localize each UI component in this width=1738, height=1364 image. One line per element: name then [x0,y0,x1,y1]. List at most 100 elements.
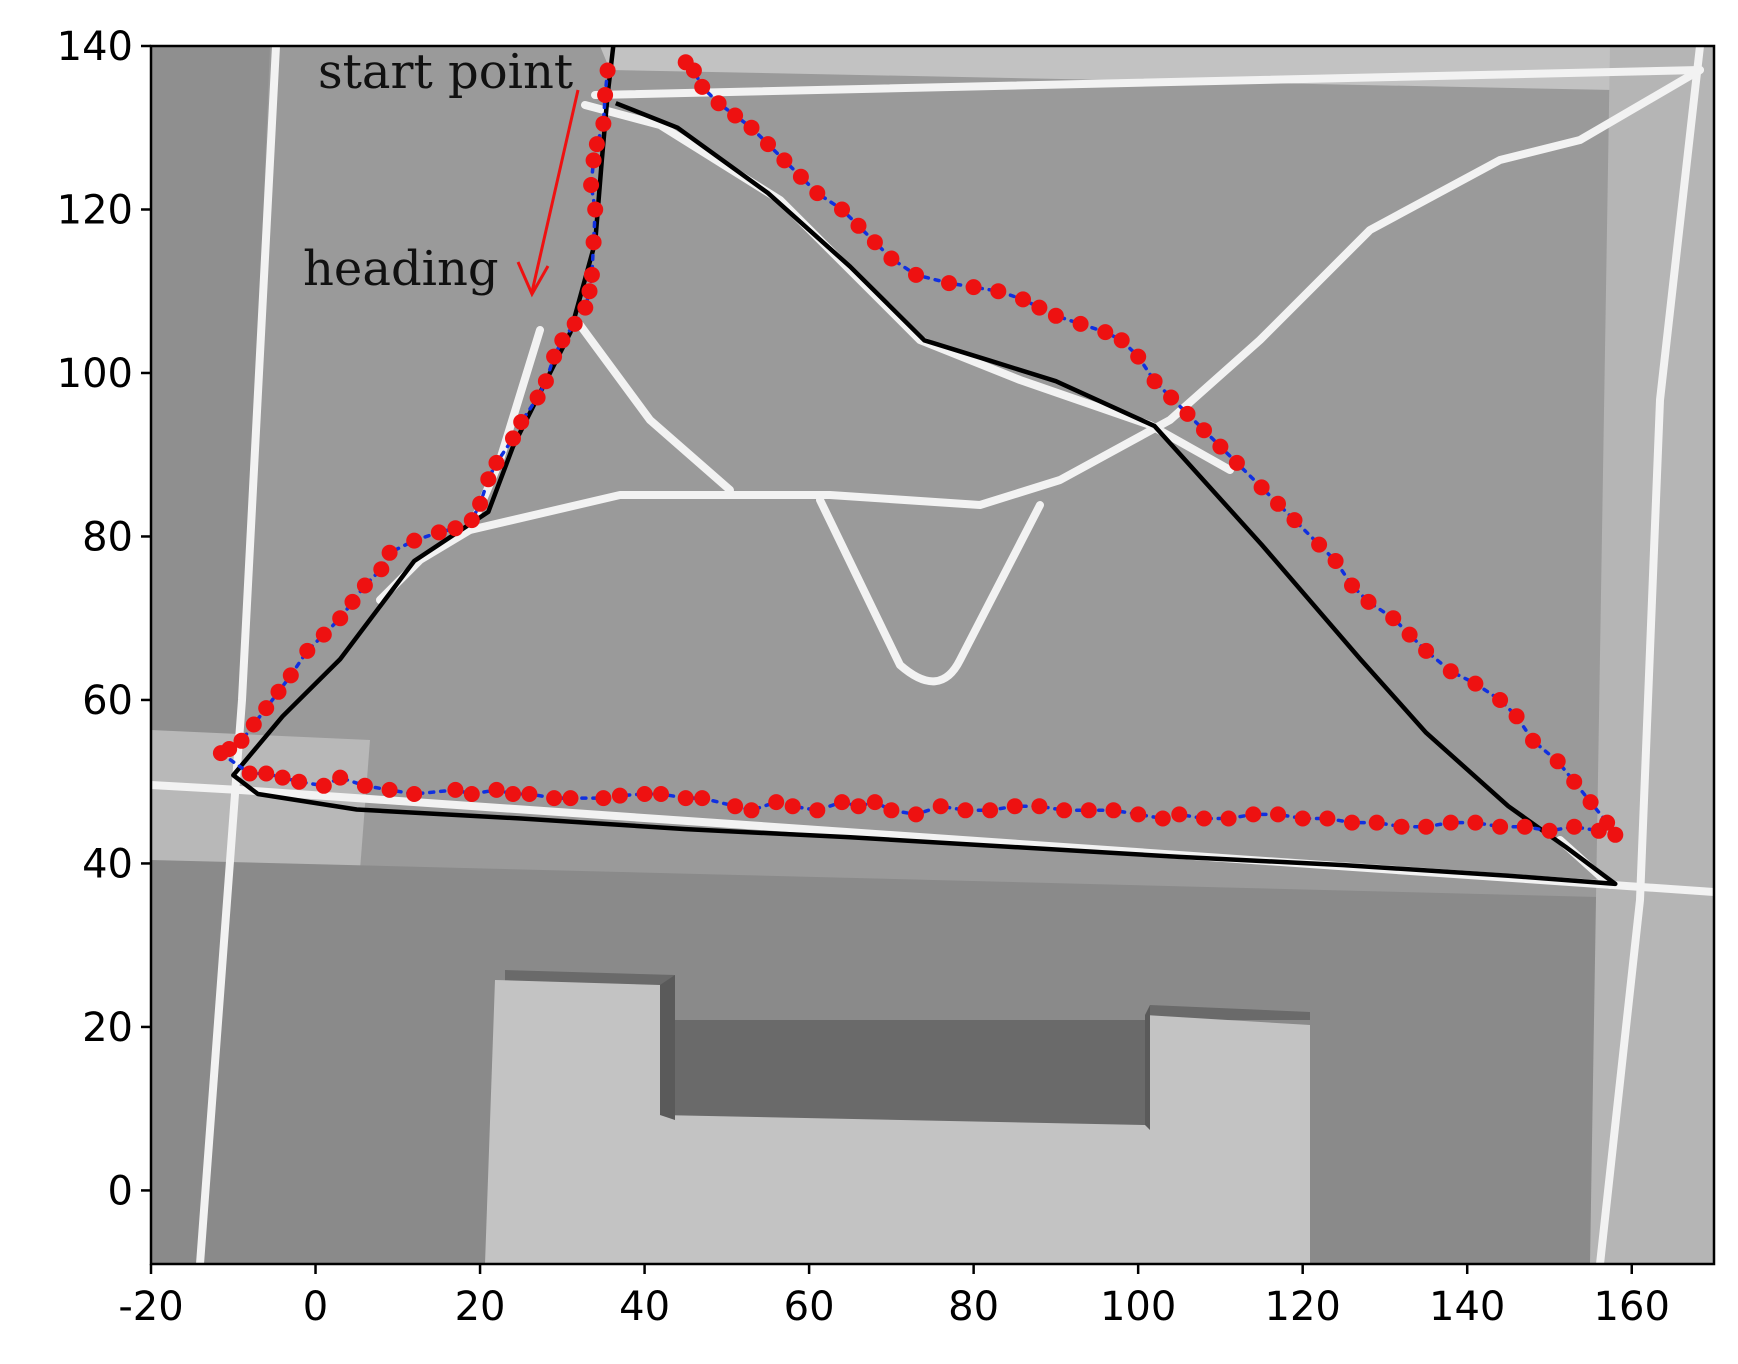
estimate-point [957,802,974,819]
estimate-point [883,802,900,819]
estimate-point [1056,802,1073,819]
y-tick-label: 20 [82,1005,133,1051]
map-background [151,46,1714,1264]
estimate-point [784,798,801,815]
annotations: start point heading [303,44,580,298]
estimate-point [430,524,447,541]
x-axis: -20 0 20 40 60 80 100 120 140 160 [118,1264,1670,1330]
estimate-point [1113,332,1130,349]
estimate-point [583,177,600,193]
map-sidewalk-lower-left [151,730,370,900]
estimate-point [505,786,521,802]
estimate-point [1360,593,1377,610]
estimate-point [258,765,275,782]
estimate-point [1541,822,1558,839]
estimate-point [585,152,602,169]
estimate-point [727,798,744,815]
estimate-point [463,512,480,529]
estimate-point [809,185,826,202]
x-tick-label: 140 [1429,1284,1505,1330]
estimate-point [381,781,398,798]
y-axis: 0 20 40 60 80 100 120 140 [57,24,151,1214]
x-tick-label: 0 [303,1284,328,1330]
estimate-point [1196,422,1212,439]
estimate-point [1245,806,1262,823]
estimate-point [932,798,949,815]
heading-label: heading [303,241,499,297]
estimate-point [1344,814,1360,831]
estimate-point [566,315,583,332]
estimate-point [1467,675,1484,692]
x-tick-label: 100 [1100,1284,1176,1330]
estimate-point [653,786,669,802]
estimate-point [513,414,530,430]
estimate-point [505,430,521,447]
estimate-point [488,781,505,798]
estimate-point [1492,692,1509,708]
estimate-point [908,806,924,823]
y-tick-label: 80 [82,514,133,560]
estimate-point [1179,405,1196,422]
estimate-point [760,136,776,153]
estimate-point [1146,373,1163,390]
estimate-point [1385,610,1402,627]
estimate-point [1418,642,1435,659]
estimate-point [1047,307,1064,324]
estimate-point [1105,802,1122,819]
estimate-point [1327,553,1344,569]
estimate-point [1072,315,1089,332]
estimate-point [792,168,809,185]
estimate-point [1220,810,1237,827]
estimate-point [1566,773,1583,790]
estimate-point [599,62,616,79]
axes-frame [149,44,1716,1266]
estimate-point [866,234,883,251]
estimate-point [1294,810,1311,827]
estimate-point [233,732,250,749]
estimate-point [241,765,258,782]
estimate-point [1516,818,1533,835]
estimate-point [834,201,850,218]
estimate-point [850,798,867,815]
estimate-point [356,777,373,794]
estimate-point [743,119,760,136]
estimate-point [595,790,612,807]
reference-path-line [231,46,1618,887]
estimate-point [1442,663,1459,680]
estimate-point [585,234,602,251]
estimate-point [546,790,563,807]
estimate-point [282,667,299,684]
estimate-point [581,283,598,300]
estimate-point [694,790,711,807]
estimate-point [447,520,464,537]
estimate-point [447,781,464,798]
estimate-point [245,716,262,733]
estimate-point [694,78,711,95]
x-tick-label: 160 [1594,1284,1670,1330]
estimate-point [406,532,423,549]
estimate-point [1006,798,1023,815]
estimate-point [315,626,332,643]
estimate-point [521,786,538,802]
estimate-point [373,561,390,578]
estimate-point [776,152,793,169]
estimate-point [529,389,546,406]
estimate-point [1582,794,1599,811]
estimate-point [1015,291,1031,308]
estimate-point [1467,814,1484,831]
map-sidewalk-top [600,46,1714,92]
estimate-point [537,373,554,390]
estimate-point [472,495,489,512]
estimate-point [577,299,594,316]
estimate-point [1286,512,1303,529]
x-tick-label: 40 [619,1284,670,1330]
y-tick-label: 0 [108,1168,133,1214]
estimate-point [1130,806,1147,823]
estimate-point [727,107,744,124]
estimate-point [406,786,423,802]
estimate-point [562,790,579,807]
building-h-shape [485,970,1310,1264]
y-tick-label: 140 [57,24,133,70]
x-tick-label: 120 [1265,1284,1341,1330]
